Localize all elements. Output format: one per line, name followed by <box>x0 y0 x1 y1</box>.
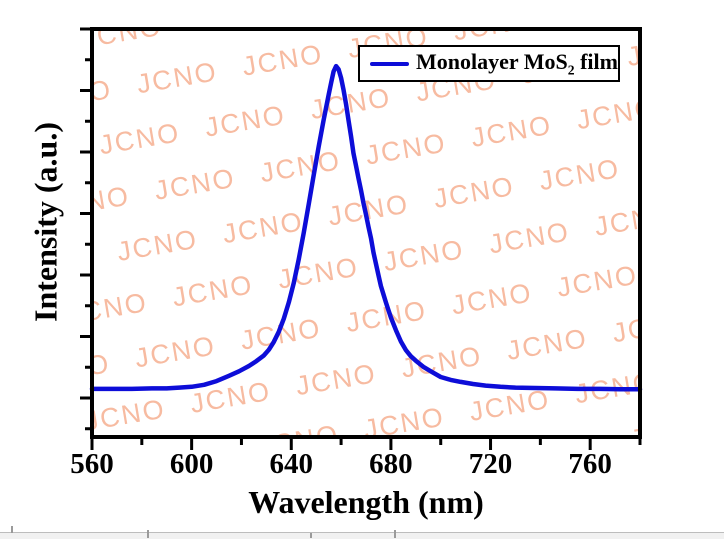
x-axis-title: Wavelength (nm) <box>248 484 484 520</box>
x-tick-label: 720 <box>468 448 513 480</box>
legend-line-sample <box>370 61 410 66</box>
fragment-tick <box>11 526 13 533</box>
x-tick-label: 680 <box>369 448 413 480</box>
legend-label-suffix: film <box>574 48 618 74</box>
x-tick-label: 760 <box>568 448 612 480</box>
fragment-tick <box>394 530 396 538</box>
plot-frame <box>90 27 642 439</box>
x-tick-label: 560 <box>70 448 114 480</box>
fragment-tick <box>147 530 149 538</box>
x-tick-label: 640 <box>269 448 314 480</box>
cropped-ui-fragment <box>0 526 724 539</box>
axis-ticks <box>80 27 642 450</box>
x-tick-label: 600 <box>169 448 214 480</box>
legend-label-subscript: 2 <box>567 62 575 78</box>
legend-label: Monolayer MoS2 film <box>416 49 618 78</box>
pl-spectrum-curve <box>89 63 643 392</box>
legend: Monolayer MoS2 film <box>358 45 620 82</box>
legend-label-prefix: Monolayer MoS <box>416 48 568 74</box>
y-axis-title: Intensity (a.u.) <box>27 121 64 323</box>
fragment-tick <box>310 533 312 538</box>
